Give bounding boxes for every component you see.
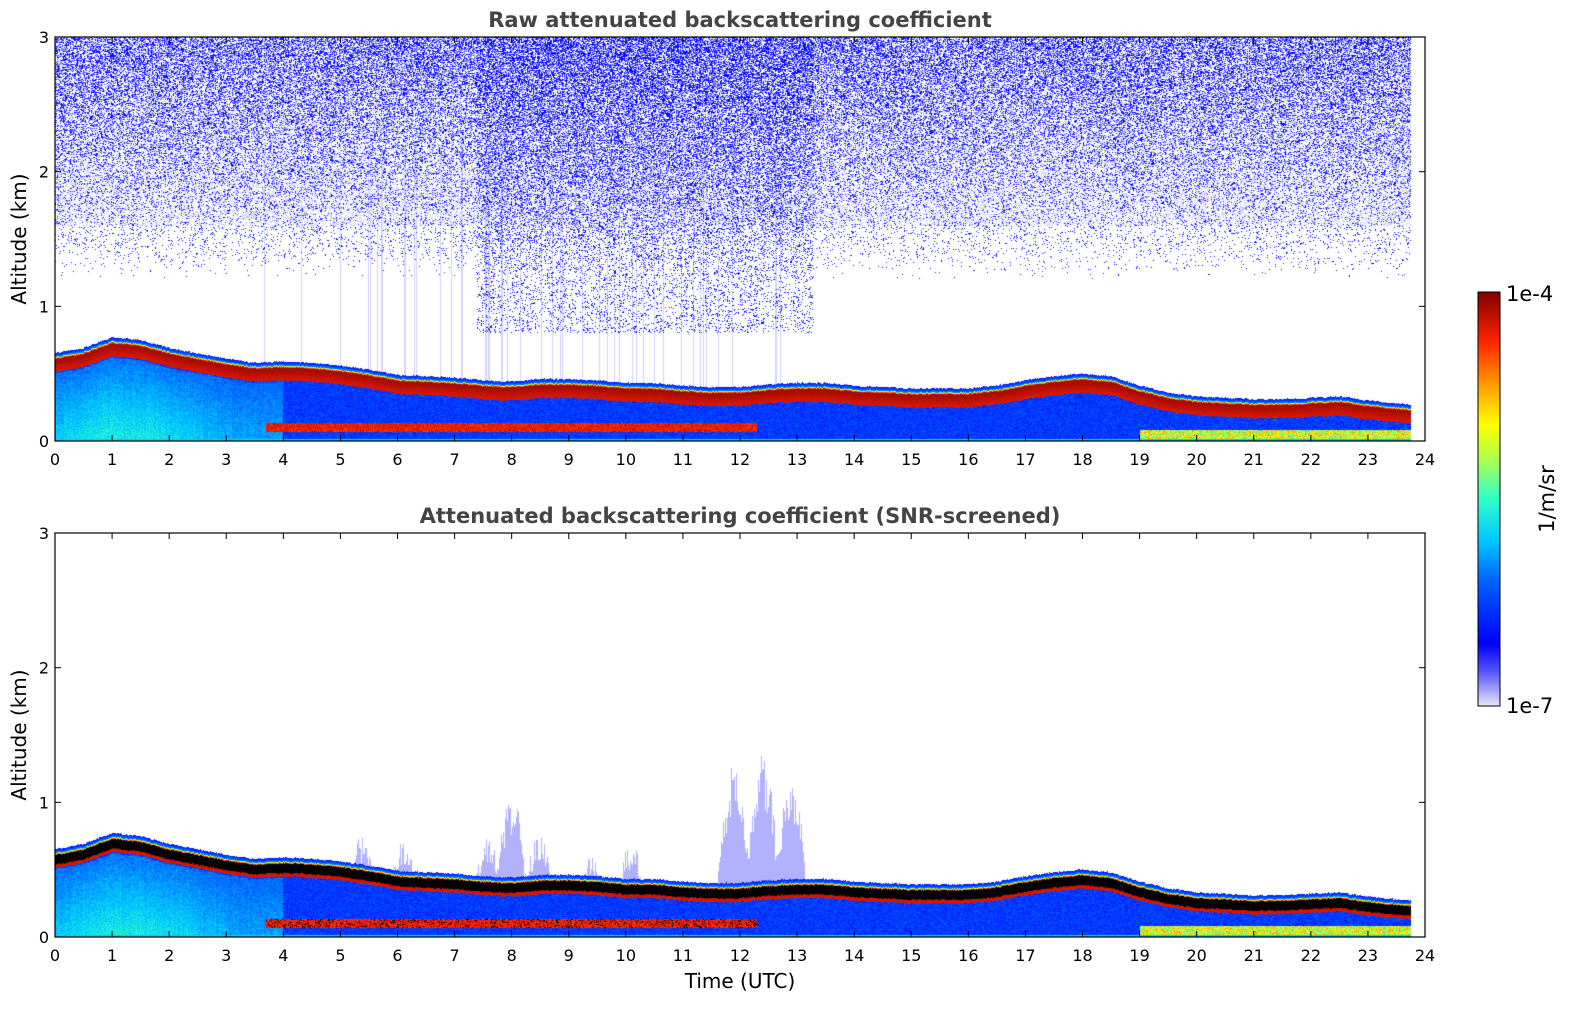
x-tick-label: 15 [901, 450, 921, 469]
x-tick-label: 0 [50, 450, 60, 469]
y-tick-label: 3 [39, 524, 49, 543]
x-tick-label: 14 [844, 450, 864, 469]
x-tick-label: 23 [1358, 450, 1378, 469]
x-tick-label: 13 [787, 450, 807, 469]
panel1-y-label: Altitude (km) [7, 173, 31, 304]
x-tick-label: 16 [958, 946, 978, 965]
x-tick-label: 12 [730, 450, 750, 469]
x-tick-label: 11 [673, 946, 693, 965]
x-tick-label: 20 [1186, 450, 1206, 469]
x-tick-label: 19 [1129, 450, 1149, 469]
colorbar-min-label: 1e-7 [1506, 694, 1553, 718]
panel1-y-axis: 0 1 2 3 [39, 28, 1425, 451]
x-tick-label: 9 [564, 450, 574, 469]
x-tick-label: 9 [564, 946, 574, 965]
x-tick-label: 22 [1301, 450, 1321, 469]
x-tick-label: 11 [673, 450, 693, 469]
y-tick-label: 0 [39, 928, 49, 947]
x-tick-label: 1 [107, 946, 117, 965]
x-tick-label: 4 [278, 946, 288, 965]
x-tick-label: 14 [844, 946, 864, 965]
x-tick-label: 6 [392, 450, 402, 469]
x-tick-label: 17 [1015, 946, 1035, 965]
panel1-title: Raw attenuated backscattering coefficien… [488, 8, 992, 32]
x-tick-label: 6 [392, 946, 402, 965]
x-tick-label: 7 [449, 450, 459, 469]
colorbar-gradient [1477, 291, 1501, 707]
x-tick-label: 19 [1129, 946, 1149, 965]
panel2-plot-image [55, 533, 1425, 937]
x-tick-label: 2 [164, 946, 174, 965]
x-tick-label: 5 [335, 450, 345, 469]
x-tick-label: 3 [221, 450, 231, 469]
y-tick-label: 2 [39, 659, 49, 678]
x-tick-label: 10 [616, 450, 636, 469]
colorbar-max-label: 1e-4 [1506, 282, 1553, 306]
panel1-plot-image [55, 37, 1425, 441]
panel2-x-label: Time (UTC) [684, 969, 796, 993]
panel2-x-axis: 0 1 2 3 4 5 6 7 8 9 10 11 12 13 14 15 16 17 18 19 20 21 22 23 24 [50, 533, 1435, 965]
x-tick-label: 12 [730, 946, 750, 965]
x-tick-label: 2 [164, 450, 174, 469]
y-tick-label: 1 [39, 793, 49, 812]
x-tick-label: 20 [1186, 946, 1206, 965]
x-tick-label: 23 [1358, 946, 1378, 965]
x-tick-label: 24 [1415, 946, 1435, 965]
x-tick-label: 24 [1415, 450, 1435, 469]
x-tick-label: 16 [958, 450, 978, 469]
y-tick-label: 0 [39, 432, 49, 451]
y-tick-label: 2 [39, 163, 49, 182]
x-tick-label: 18 [1072, 450, 1092, 469]
x-tick-label: 21 [1244, 450, 1264, 469]
x-tick-label: 21 [1244, 946, 1264, 965]
x-tick-label: 1 [107, 450, 117, 469]
y-tick-label: 1 [39, 297, 49, 316]
x-tick-label: 8 [507, 946, 517, 965]
colorbar-units-label: 1/m/sr [1535, 465, 1559, 533]
x-tick-label: 3 [221, 946, 231, 965]
panel1-x-axis: 0 1 2 3 4 5 6 7 8 9 10 11 12 13 14 15 16 17 18 19 20 21 22 23 24 [50, 37, 1435, 469]
panel2-title: Attenuated backscattering coefficient (S… [420, 504, 1061, 528]
x-tick-label: 4 [278, 450, 288, 469]
panel2-y-label: Altitude (km) [7, 669, 31, 800]
x-tick-label: 0 [50, 946, 60, 965]
panel2-y-axis: 0 1 2 3 [39, 524, 1425, 947]
x-tick-label: 7 [449, 946, 459, 965]
x-tick-label: 18 [1072, 946, 1092, 965]
x-tick-label: 15 [901, 946, 921, 965]
raw-backscatter-panel: Raw attenuated backscattering coefficien… [7, 8, 1435, 469]
snr-screened-panel: Attenuated backscattering coefficient (S… [7, 504, 1435, 993]
x-tick-label: 13 [787, 946, 807, 965]
x-tick-label: 17 [1015, 450, 1035, 469]
x-tick-label: 22 [1301, 946, 1321, 965]
x-tick-label: 5 [335, 946, 345, 965]
colorbar: 1e-4 1e-7 1/m/sr [1477, 282, 1559, 718]
y-tick-label: 3 [39, 28, 49, 47]
x-tick-label: 10 [616, 946, 636, 965]
x-tick-label: 8 [507, 450, 517, 469]
